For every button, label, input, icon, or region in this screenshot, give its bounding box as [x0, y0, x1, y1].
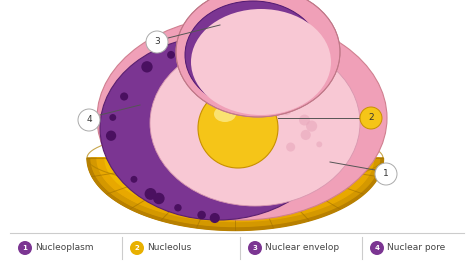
- Polygon shape: [87, 158, 383, 230]
- Circle shape: [18, 241, 32, 255]
- Circle shape: [258, 60, 267, 70]
- Circle shape: [316, 142, 322, 147]
- Circle shape: [306, 177, 312, 184]
- Circle shape: [109, 114, 116, 121]
- Ellipse shape: [191, 9, 331, 115]
- Polygon shape: [105, 158, 365, 215]
- Text: Nucleoplasm: Nucleoplasm: [35, 243, 93, 252]
- Circle shape: [217, 95, 228, 105]
- Text: 2: 2: [135, 245, 139, 251]
- Circle shape: [107, 132, 113, 138]
- Circle shape: [286, 143, 295, 152]
- Circle shape: [201, 90, 208, 96]
- Circle shape: [130, 241, 144, 255]
- Circle shape: [299, 115, 310, 126]
- Circle shape: [203, 128, 214, 139]
- Circle shape: [106, 131, 116, 141]
- Text: Nucleolus: Nucleolus: [147, 243, 191, 252]
- Polygon shape: [91, 158, 379, 226]
- Circle shape: [261, 168, 271, 178]
- Text: 4: 4: [86, 115, 92, 124]
- Circle shape: [210, 213, 220, 223]
- Circle shape: [274, 191, 286, 202]
- Polygon shape: [127, 158, 343, 200]
- Text: 1: 1: [23, 245, 27, 251]
- Circle shape: [266, 145, 279, 158]
- Circle shape: [166, 90, 177, 101]
- Circle shape: [192, 55, 204, 66]
- Text: 3: 3: [154, 38, 160, 47]
- Ellipse shape: [185, 1, 321, 109]
- Ellipse shape: [214, 106, 236, 122]
- Circle shape: [120, 92, 128, 101]
- Circle shape: [174, 204, 182, 211]
- Circle shape: [267, 190, 278, 200]
- Circle shape: [134, 150, 144, 160]
- Ellipse shape: [97, 16, 387, 220]
- Circle shape: [197, 211, 206, 219]
- Circle shape: [145, 188, 156, 200]
- Polygon shape: [97, 158, 373, 221]
- Polygon shape: [170, 158, 300, 180]
- Circle shape: [183, 98, 195, 110]
- Circle shape: [162, 118, 173, 130]
- Polygon shape: [145, 158, 325, 191]
- Circle shape: [78, 109, 100, 131]
- Circle shape: [250, 47, 260, 57]
- Circle shape: [167, 51, 175, 59]
- Circle shape: [153, 193, 164, 204]
- Circle shape: [301, 165, 310, 174]
- Circle shape: [144, 107, 156, 120]
- Circle shape: [192, 39, 201, 47]
- Circle shape: [187, 45, 194, 52]
- Circle shape: [265, 53, 273, 61]
- Circle shape: [163, 59, 173, 70]
- Circle shape: [191, 132, 203, 144]
- Circle shape: [146, 31, 168, 53]
- Circle shape: [252, 197, 260, 205]
- Circle shape: [130, 176, 137, 183]
- Circle shape: [299, 91, 309, 101]
- Circle shape: [215, 72, 225, 82]
- Circle shape: [216, 110, 220, 114]
- Circle shape: [168, 84, 177, 92]
- Ellipse shape: [100, 36, 336, 220]
- Circle shape: [360, 107, 382, 129]
- Circle shape: [308, 173, 317, 181]
- Text: 2: 2: [368, 114, 374, 123]
- Circle shape: [281, 104, 292, 115]
- Circle shape: [221, 28, 233, 40]
- Circle shape: [237, 38, 248, 48]
- Circle shape: [221, 137, 227, 143]
- Text: 3: 3: [253, 245, 257, 251]
- Ellipse shape: [150, 40, 360, 206]
- Text: Nuclear envelop: Nuclear envelop: [265, 243, 339, 252]
- Circle shape: [239, 146, 245, 153]
- Circle shape: [226, 64, 234, 72]
- Circle shape: [212, 148, 221, 157]
- Text: 4: 4: [374, 245, 380, 251]
- Circle shape: [200, 79, 209, 89]
- Circle shape: [198, 88, 278, 168]
- Circle shape: [306, 120, 317, 132]
- Circle shape: [163, 137, 171, 145]
- Ellipse shape: [176, 0, 340, 117]
- Circle shape: [248, 241, 262, 255]
- Circle shape: [277, 68, 292, 82]
- Circle shape: [375, 163, 397, 185]
- Circle shape: [152, 153, 162, 163]
- Circle shape: [370, 241, 384, 255]
- Text: Nuclear pore: Nuclear pore: [387, 243, 445, 252]
- Polygon shape: [115, 158, 355, 208]
- Circle shape: [141, 61, 153, 73]
- Circle shape: [301, 130, 311, 140]
- Text: 1: 1: [383, 169, 389, 178]
- Circle shape: [203, 142, 210, 149]
